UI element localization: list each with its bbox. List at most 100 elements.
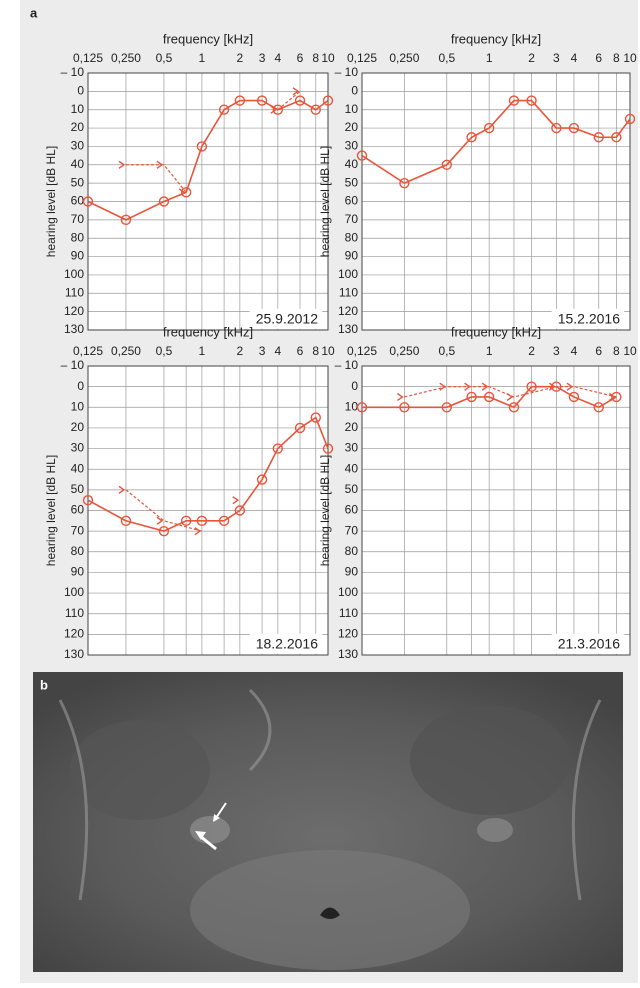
- y-tick-label: 120: [338, 627, 358, 641]
- x-axis-title: frequency [kHz]: [163, 31, 253, 46]
- x-tick-label: 0,5: [438, 344, 455, 358]
- x-tick-label: 6: [595, 344, 602, 358]
- audiogram: – 1001020304050607080901001101201300,125…: [44, 31, 335, 336]
- x-tick-label: 0,125: [347, 344, 377, 358]
- y-axis-title: hearing level [dB HL]: [318, 455, 332, 566]
- x-tick-label: 6: [297, 344, 304, 358]
- mri-structure: [70, 720, 210, 820]
- y-tick-label: 100: [338, 585, 358, 599]
- panel-label: b: [40, 677, 48, 692]
- date-label: 15.2.2016: [558, 311, 620, 327]
- y-tick-label: 40: [71, 461, 85, 475]
- x-tick-label: 1: [199, 51, 206, 65]
- y-tick-label: 10: [71, 102, 85, 116]
- y-tick-label: 50: [345, 175, 359, 189]
- y-tick-label: 20: [71, 420, 85, 434]
- y-tick-label: 60: [71, 194, 85, 208]
- x-tick-label: 2: [237, 51, 244, 65]
- x-tick-label: 4: [571, 51, 578, 65]
- y-tick-label: 120: [64, 627, 84, 641]
- y-tick-label: 110: [65, 285, 84, 299]
- y-tick-label: 0: [77, 84, 84, 98]
- y-tick-label: 10: [345, 102, 359, 116]
- x-tick-label: 1: [199, 344, 206, 358]
- y-tick-label: 90: [345, 249, 359, 263]
- x-tick-label: 0,250: [389, 344, 419, 358]
- y-tick-label: 80: [71, 230, 85, 244]
- y-tick-label: 70: [345, 212, 359, 226]
- audiogram: – 1001020304050607080901001101201300,125…: [318, 324, 637, 661]
- y-axis-title: hearing level [dB HL]: [318, 146, 332, 257]
- x-axis-title: frequency [kHz]: [451, 324, 541, 339]
- x-tick-label: 0,5: [156, 51, 173, 65]
- y-axis-title: hearing level [dB HL]: [44, 455, 58, 566]
- y-tick-label: 0: [351, 84, 358, 98]
- mri-structure: [477, 818, 513, 842]
- page: a b – 1001020304050607080901001101201300…: [0, 0, 640, 983]
- x-tick-label: 0,5: [438, 51, 455, 65]
- y-tick-label: 0: [351, 379, 358, 393]
- x-tick-label: 6: [595, 51, 602, 65]
- x-tick-label: 3: [259, 51, 266, 65]
- y-tick-label: 90: [71, 565, 85, 579]
- date-label: 25.9.2012: [256, 311, 318, 327]
- audiogram: – 1001020304050607080901001101201300,125…: [44, 324, 335, 661]
- mri-structure: [190, 816, 230, 844]
- x-tick-label: 3: [259, 344, 266, 358]
- date-label: 21.3.2016: [558, 636, 620, 652]
- y-tick-label: 80: [345, 544, 359, 558]
- figure: a b – 1001020304050607080901001101201300…: [0, 0, 640, 983]
- y-tick-label: 40: [345, 461, 359, 475]
- y-tick-label: 10: [345, 399, 359, 413]
- y-tick-label: 90: [71, 249, 85, 263]
- y-tick-label: 50: [345, 482, 359, 496]
- x-axis-title: frequency [kHz]: [451, 31, 541, 46]
- y-tick-label: 60: [345, 503, 359, 517]
- y-tick-label: 110: [339, 606, 358, 620]
- y-tick-label: – 10: [61, 358, 85, 372]
- y-tick-label: 40: [345, 157, 359, 171]
- x-axis-title: frequency [kHz]: [163, 324, 253, 339]
- x-tick-label: 0,125: [73, 344, 103, 358]
- y-tick-label: 70: [345, 523, 359, 537]
- y-tick-label: 30: [71, 441, 85, 455]
- x-tick-label: 0,125: [347, 51, 377, 65]
- x-tick-label: 1: [486, 51, 493, 65]
- y-tick-label: 110: [339, 285, 358, 299]
- y-tick-label: 110: [65, 606, 84, 620]
- y-tick-label: 70: [71, 212, 85, 226]
- y-tick-label: 60: [71, 503, 85, 517]
- x-tick-label: 3: [553, 344, 560, 358]
- y-tick-label: 130: [64, 322, 84, 336]
- y-tick-label: 20: [71, 120, 85, 134]
- mri-structure: [410, 705, 570, 815]
- x-tick-label: 10: [623, 344, 637, 358]
- x-tick-label: 10: [623, 51, 637, 65]
- y-tick-label: 130: [338, 322, 358, 336]
- y-tick-label: 130: [64, 647, 84, 661]
- y-tick-label: 120: [64, 304, 84, 318]
- y-tick-label: 80: [71, 544, 85, 558]
- y-tick-label: 120: [338, 304, 358, 318]
- y-tick-label: 10: [71, 399, 85, 413]
- date-label: 18.2.2016: [256, 636, 318, 652]
- x-tick-label: 8: [312, 51, 319, 65]
- y-tick-label: 60: [345, 194, 359, 208]
- x-tick-label: 0,125: [73, 51, 103, 65]
- y-tick-label: 20: [345, 420, 359, 434]
- x-tick-label: 8: [613, 51, 620, 65]
- x-tick-label: 3: [553, 51, 560, 65]
- y-tick-label: 90: [345, 565, 359, 579]
- y-axis-title: hearing level [dB HL]: [44, 146, 58, 257]
- y-tick-label: – 10: [61, 65, 85, 79]
- x-tick-label: 2: [528, 344, 535, 358]
- y-tick-label: 40: [71, 157, 85, 171]
- x-tick-label: 10: [321, 51, 335, 65]
- y-tick-label: 30: [345, 139, 359, 153]
- y-tick-label: 50: [71, 482, 85, 496]
- y-tick-label: 80: [345, 230, 359, 244]
- y-tick-label: 0: [77, 379, 84, 393]
- y-tick-label: 50: [71, 175, 85, 189]
- x-tick-label: 0,250: [111, 344, 141, 358]
- audiogram: – 1001020304050607080901001101201300,125…: [318, 31, 637, 336]
